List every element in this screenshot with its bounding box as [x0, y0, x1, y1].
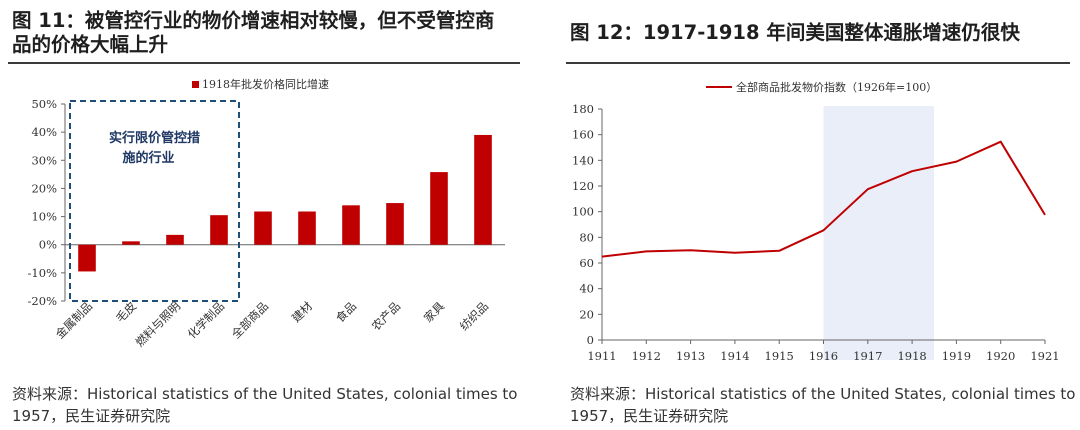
left-chart-panel: 图 11：被管控行业的物价增速相对较慢，但不受管控商 品的价格大幅上升 1918… — [0, 0, 530, 430]
y-tick-label: -10% — [28, 266, 58, 280]
bar-建材 — [298, 211, 316, 245]
bar-农产品 — [386, 203, 404, 245]
bar-化学制品 — [210, 215, 228, 245]
legend-label: 全部商品批发物价指数（1926年=100） — [736, 80, 937, 94]
y-tick-label: 100 — [572, 205, 594, 219]
highlight-1917-1918 — [823, 106, 935, 360]
y-tick-label: 40% — [31, 125, 57, 139]
bar-毛皮 — [122, 241, 140, 245]
bar-食品 — [342, 205, 360, 245]
legend-swatch — [192, 81, 199, 88]
bar-全部商品 — [254, 211, 272, 245]
left-title-rule — [8, 62, 520, 64]
left-title-line-1: 图 11：被管控行业的物价增速相对较慢，但不受管控商 — [12, 9, 495, 32]
x-tick-label: 食品 — [333, 299, 359, 325]
bar-纺织品 — [474, 134, 492, 245]
y-tick-label: -20% — [28, 294, 58, 308]
y-tick-label: 60 — [579, 256, 594, 270]
left-source-line-1: 资料来源：Historical statistics of the United… — [12, 385, 518, 403]
y-tick-label: 10% — [31, 210, 57, 224]
series-line — [601, 140, 1046, 258]
y-tick-label: 50% — [31, 97, 57, 111]
x-tick-label: 1918 — [897, 349, 926, 363]
x-tick-label: 1915 — [765, 349, 794, 363]
y-tick-label: 0 — [587, 333, 594, 347]
x-tick-label: 家具 — [421, 299, 448, 326]
x-tick-label: 1916 — [809, 349, 838, 363]
y-tick-label: 30% — [31, 153, 57, 167]
left-source-line-2: 1957，民生证券研究院 — [12, 407, 171, 425]
y-tick-label: 120 — [572, 179, 594, 193]
bar-燃料与照明 — [166, 234, 184, 245]
x-tick-label: 1921 — [1030, 349, 1059, 363]
x-tick-label: 化学制品 — [185, 299, 227, 341]
price-control-note-line-2: 施的行业 — [122, 150, 174, 166]
x-tick-label: 1920 — [986, 349, 1015, 363]
x-tick-label: 金属制品 — [53, 299, 95, 341]
x-tick-label: 1919 — [942, 349, 971, 363]
x-tick-label: 1917 — [853, 349, 882, 363]
x-tick-label: 燃料与照明 — [133, 299, 184, 350]
x-tick-label: 毛皮 — [113, 299, 140, 326]
price-control-note-line-1: 实行限价管控措 — [109, 130, 200, 146]
right-title-rule — [566, 62, 1070, 64]
bar-金属制品 — [78, 244, 96, 272]
left-chart-title: 图 11：被管控行业的物价增速相对较慢，但不受管控商 品的价格大幅上升 — [12, 9, 527, 57]
x-tick-label: 1913 — [676, 349, 705, 363]
y-tick-label: 140 — [572, 153, 594, 167]
price-control-box — [69, 100, 240, 302]
right-chart-title: 图 12：1917-1918 年间美国整体通胀增速仍很快 — [570, 21, 1020, 44]
y-tick-label: 40 — [579, 282, 594, 296]
bar-家具 — [430, 172, 448, 245]
y-tick-label: 0% — [39, 238, 57, 252]
left-source-note: 资料来源：Historical statistics of the United… — [12, 383, 517, 427]
x-tick-label: 全部商品 — [229, 299, 271, 341]
x-tick-label: 农产品 — [369, 299, 403, 333]
right-source-line-1: 资料来源：Historical statistics of the United… — [570, 385, 1076, 403]
legend-label: 1918年批发价格同比增速 — [202, 77, 329, 91]
bar-chart: 1918年批发价格同比增速 -20% -10% 0% 10% 20% 30% 40% 50% 金属… — [28, 77, 505, 350]
x-tick-label: 1914 — [720, 349, 749, 363]
right-chart-panel: 图 12：1917-1918 年间美国整体通胀增速仍很快 全部商品批发物价指数（… — [558, 0, 1080, 430]
y-tick-label: 160 — [572, 128, 594, 142]
y-tick-label: 20% — [31, 181, 57, 195]
right-source-note: 资料来源：Historical statistics of the United… — [570, 383, 1075, 427]
x-tick-label: 纺织品 — [457, 299, 491, 333]
right-source-line-2: 1957，民生证券研究院 — [570, 407, 729, 425]
left-title-line-2: 品的价格大幅上升 — [12, 33, 169, 56]
x-tick-label: 1911 — [587, 349, 616, 363]
line-chart: 全部商品批发物价指数（1926年=100） 0 20 40 60 80 100 120 140 1… — [572, 80, 1060, 363]
y-tick-label: 80 — [579, 230, 594, 244]
y-tick-label: 180 — [572, 102, 594, 116]
x-tick-label: 1912 — [632, 349, 661, 363]
x-tick-label: 建材 — [289, 299, 316, 326]
y-tick-label: 20 — [579, 307, 594, 321]
